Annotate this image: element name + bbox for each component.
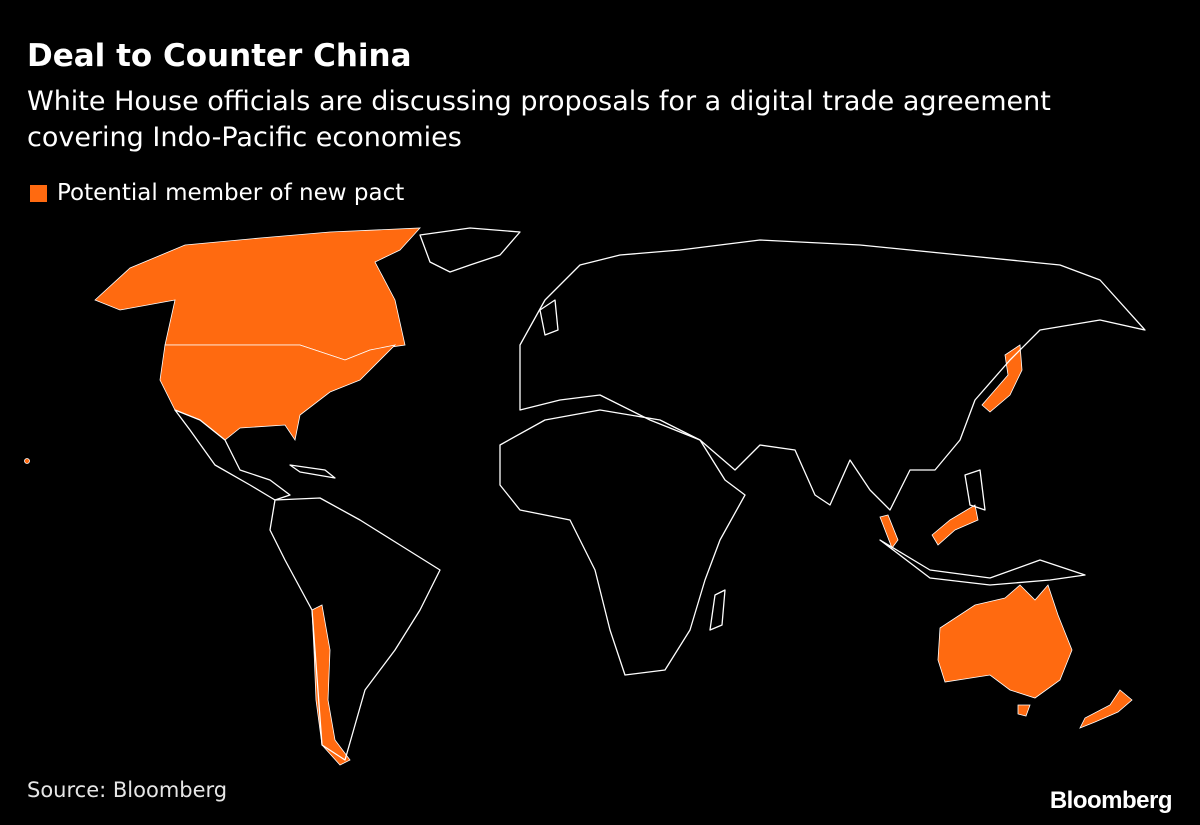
- eurasia: [519, 239, 1146, 511]
- africa: [499, 409, 746, 676]
- bloomberg-logo: Bloomberg: [1049, 787, 1173, 814]
- canada: [94, 227, 421, 361]
- madagascar: [709, 589, 726, 631]
- source-note: Source: Bloomberg: [27, 778, 228, 802]
- australia: [937, 584, 1073, 699]
- legend-label: Potential member of new pact: [57, 180, 405, 206]
- caribbean: [289, 464, 336, 479]
- philippines: [964, 469, 986, 511]
- malaysia-borneo: [931, 504, 979, 546]
- hawaii: [24, 458, 30, 464]
- malaysia-peninsula: [879, 514, 899, 549]
- japan: [981, 344, 1023, 413]
- chart-title: Deal to Counter China: [27, 38, 412, 74]
- chile: [311, 604, 351, 766]
- mexico-central-america: [174, 409, 291, 501]
- indonesia: [879, 539, 1086, 586]
- legend-swatch: [30, 184, 47, 202]
- south-america: [269, 497, 441, 761]
- greenland: [419, 227, 521, 273]
- tasmania: [1017, 704, 1031, 717]
- united-states: [159, 344, 397, 442]
- chart-subtitle: White House officials are discussing pro…: [27, 86, 1051, 153]
- new-zealand: [1079, 689, 1133, 729]
- legend: Potential member of new pact: [30, 180, 404, 206]
- uk-ireland: [539, 299, 559, 336]
